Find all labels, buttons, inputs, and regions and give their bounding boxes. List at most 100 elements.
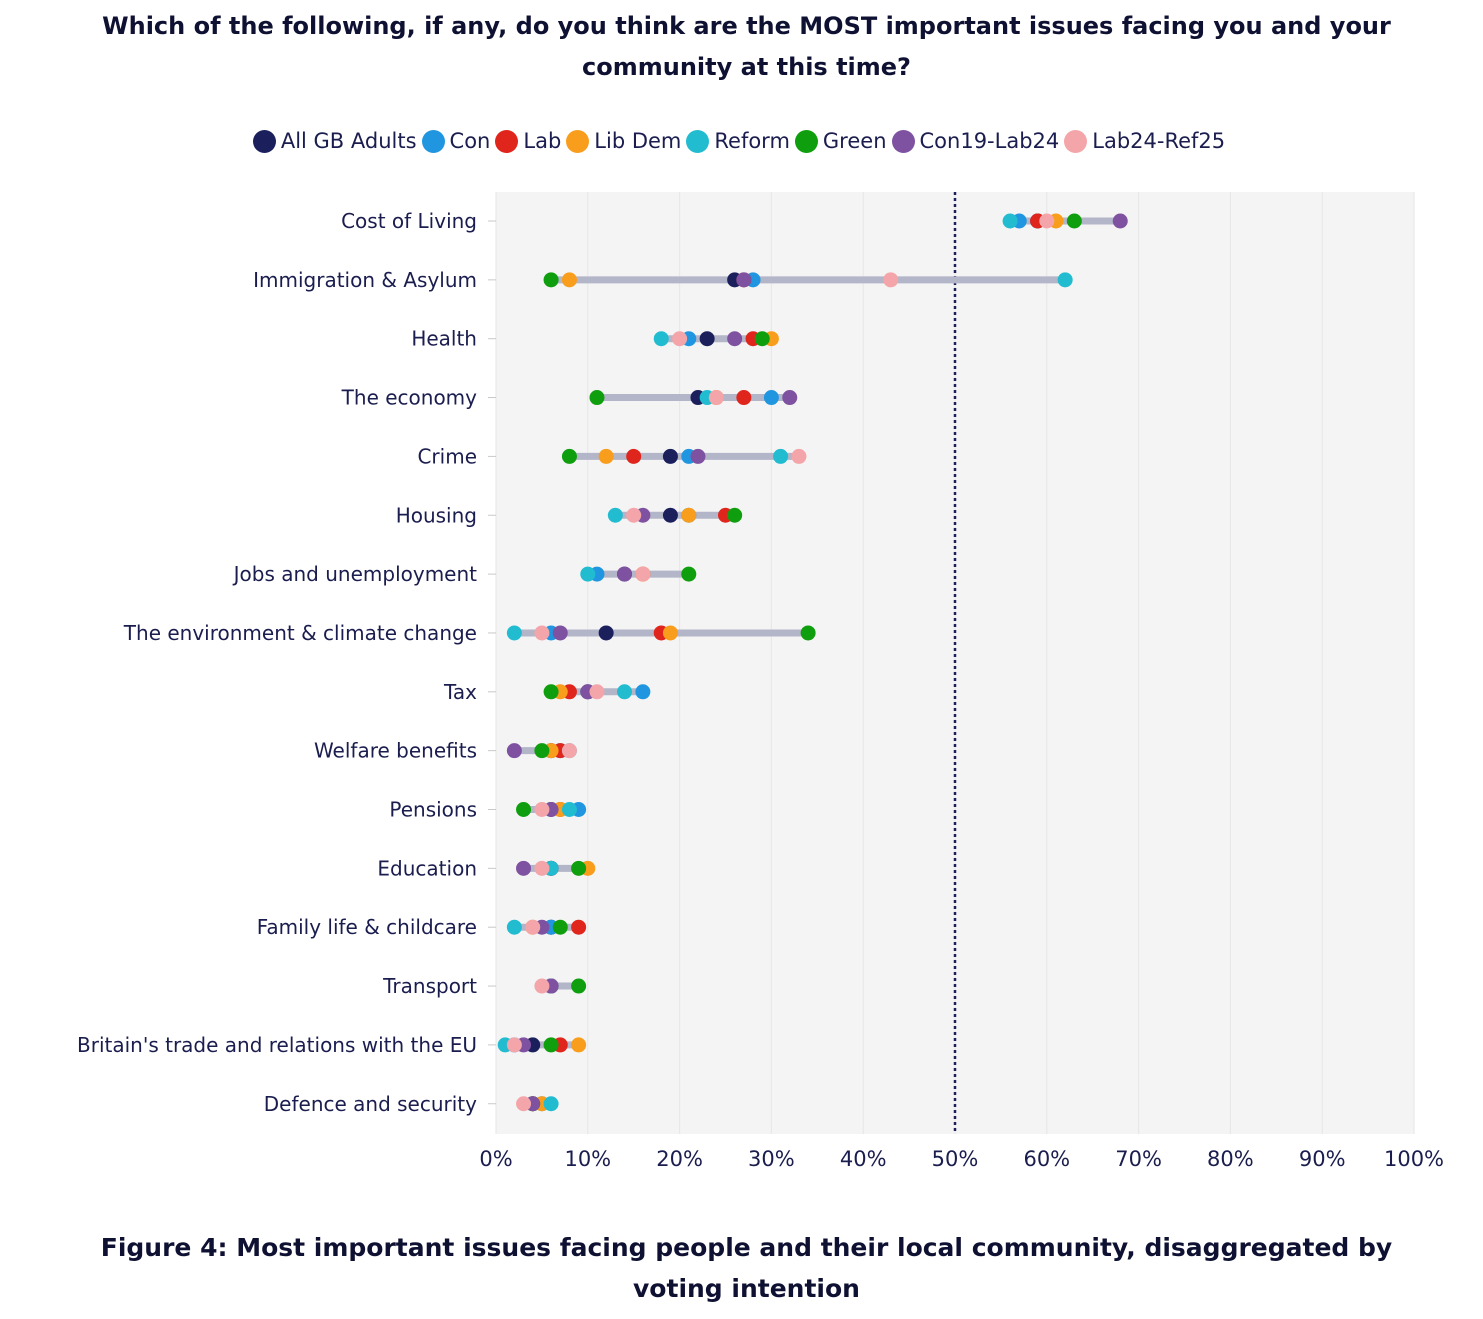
- legend-item-lab24-ref25[interactable]: Lab24-Ref25: [1064, 129, 1225, 153]
- point-green: [1066, 213, 1082, 229]
- figure-caption: Figure 4: Most important issues facing p…: [100, 1233, 1393, 1303]
- point-reform: [773, 448, 789, 464]
- dumbbell-chart: 0% 10% 20% 30% 40% 50% 60% 70% 80% 90% 100% Cost of…: [77, 192, 1444, 1171]
- point-con19-lab24: [782, 390, 798, 406]
- point-lab24-ref25: [708, 390, 724, 406]
- point-green: [561, 448, 577, 464]
- legend-label: Reform: [714, 129, 790, 153]
- category-label: Britain's trade and relations with the E…: [77, 1033, 477, 1057]
- point-lab24-ref25: [791, 448, 807, 464]
- point-lab: [571, 919, 587, 935]
- point-lab24-ref25: [534, 978, 550, 994]
- point-reform: [1057, 272, 1073, 288]
- point-lib-dem: [598, 448, 614, 464]
- point-green: [727, 507, 743, 523]
- category-label: The economy: [341, 386, 477, 410]
- legend-item-green[interactable]: Green: [794, 129, 887, 153]
- legend-item-con19-lab24[interactable]: Con19-Lab24: [891, 129, 1059, 153]
- category-label: Tax: [443, 680, 477, 704]
- legend-marker: [1064, 129, 1088, 153]
- point-con: [763, 390, 779, 406]
- chart-title: Which of the following, if any, do you t…: [102, 12, 1391, 81]
- legend-item-con[interactable]: Con: [421, 129, 491, 153]
- point-green: [543, 272, 559, 288]
- category-label: Education: [377, 856, 477, 880]
- legend-item-lab[interactable]: Lab: [495, 129, 561, 153]
- category-label: Housing: [396, 503, 477, 527]
- point-reform: [653, 331, 669, 347]
- legend-marker: [794, 129, 818, 153]
- legend-label: Green: [822, 129, 887, 153]
- legend-item-all-gb-adults[interactable]: All GB Adults: [252, 129, 417, 153]
- category-label: Transport: [382, 974, 477, 998]
- x-tick-label: 90%: [1299, 1147, 1346, 1171]
- point-reform: [580, 566, 596, 582]
- point-lib-dem: [681, 507, 697, 523]
- point-lib-dem: [561, 272, 577, 288]
- point-green: [800, 625, 816, 641]
- point-reform: [1002, 213, 1018, 229]
- point-lab24-ref25: [534, 860, 550, 876]
- x-tick-label: 70%: [1115, 1147, 1162, 1171]
- point-reform: [506, 625, 522, 641]
- point-con19-lab24: [552, 625, 568, 641]
- point-lab24-ref25: [534, 802, 550, 817]
- legend: All GB Adults Con Lab Lib Dem Reform Gre…: [0, 123, 1483, 159]
- point-con19-lab24: [516, 860, 532, 876]
- point-all-gb-adults: [662, 507, 678, 523]
- point-green: [589, 390, 605, 406]
- point-lab24-ref25: [561, 743, 577, 759]
- point-lab24-ref25: [1039, 213, 1055, 229]
- x-tick-label: 40%: [840, 1147, 887, 1171]
- category-label: Pensions: [389, 798, 477, 822]
- point-lab: [626, 448, 642, 464]
- point-con19-lab24: [690, 448, 706, 464]
- point-lab24-ref25: [626, 507, 642, 523]
- legend-marker: [252, 129, 276, 153]
- legend-marker: [686, 129, 710, 153]
- point-green: [543, 684, 559, 700]
- point-lab24-ref25: [516, 1096, 532, 1112]
- point-con19-lab24: [727, 331, 743, 347]
- point-reform: [561, 802, 577, 817]
- point-green: [552, 919, 568, 935]
- point-green: [754, 331, 770, 347]
- category-label: Jobs and unemployment: [232, 562, 478, 586]
- legend-item-lib-dem[interactable]: Lib Dem: [566, 129, 681, 153]
- point-con: [635, 684, 651, 700]
- category-label: The environment & climate change: [123, 621, 477, 645]
- x-tick-label: 100%: [1384, 1147, 1444, 1171]
- category-label: Family life & childcare: [257, 915, 477, 939]
- point-reform: [617, 684, 633, 700]
- x-tick-label: 0%: [479, 1147, 512, 1171]
- x-tick-label: 60%: [1023, 1147, 1070, 1171]
- x-tick-label: 20%: [656, 1147, 703, 1171]
- category-label: Defence and security: [264, 1092, 477, 1116]
- point-lab: [736, 390, 752, 406]
- point-green: [681, 566, 697, 582]
- point-lab24-ref25: [883, 272, 899, 288]
- point-green: [516, 802, 532, 817]
- point-con19-lab24: [617, 566, 633, 582]
- category-label: Welfare benefits: [314, 739, 477, 763]
- point-con19-lab24: [736, 272, 752, 288]
- legend-label: Con: [449, 129, 491, 153]
- point-con19-lab24: [506, 743, 522, 759]
- x-tick-label: 10%: [564, 1147, 611, 1171]
- point-green: [534, 743, 550, 759]
- category-label: Health: [411, 327, 477, 351]
- legend-marker: [421, 129, 445, 153]
- legend-item-reform[interactable]: Reform: [686, 129, 790, 153]
- point-green: [543, 1037, 559, 1053]
- legend-marker: [566, 129, 590, 153]
- category-label: Immigration & Asylum: [253, 268, 477, 292]
- x-tick-label: 50%: [932, 1147, 979, 1171]
- point-lab24-ref25: [525, 919, 541, 935]
- point-all-gb-adults: [598, 625, 614, 641]
- point-reform: [607, 507, 623, 523]
- point-all-gb-adults: [699, 331, 715, 347]
- point-green: [571, 978, 587, 994]
- point-reform: [543, 1096, 559, 1112]
- point-con19-lab24: [1112, 213, 1128, 229]
- point-lab24-ref25: [534, 625, 550, 641]
